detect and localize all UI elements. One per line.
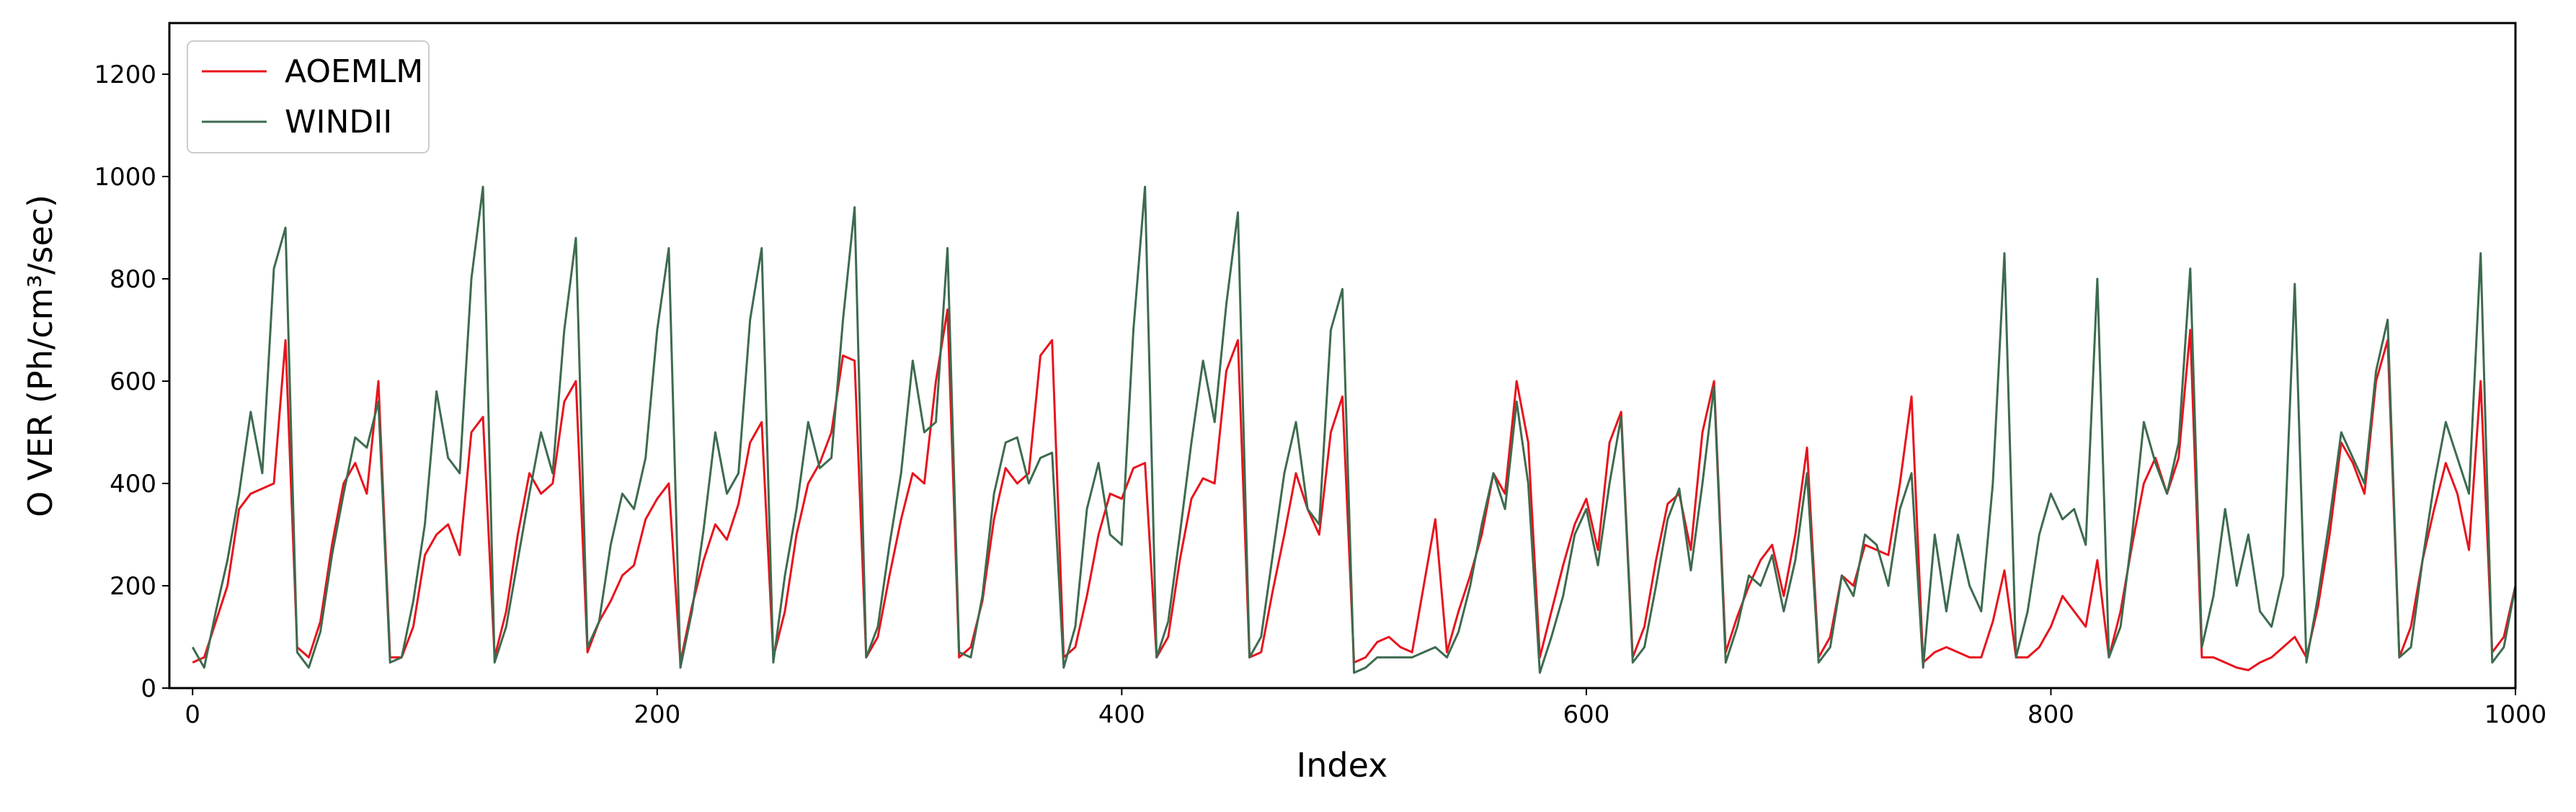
legend-label: WINDII <box>285 104 392 140</box>
y-tick-label: 0 <box>141 674 156 703</box>
y-tick-label: 1200 <box>94 61 156 89</box>
y-tick-label: 1000 <box>94 163 156 192</box>
y-tick-label: 400 <box>110 470 156 499</box>
x-tick-label: 200 <box>634 700 680 729</box>
y-tick-label: 800 <box>110 265 156 294</box>
legend-label: AOEMLM <box>285 53 423 90</box>
y-axis-label: O VER (Ph/cm³/sec) <box>21 195 60 517</box>
x-tick-label: 0 <box>185 700 200 729</box>
x-tick-label: 1000 <box>2484 700 2547 729</box>
x-tick-label: 600 <box>1563 700 1609 729</box>
x-axis-label: Index <box>1297 746 1388 785</box>
x-tick-label: 800 <box>2028 700 2074 729</box>
x-tick-label: 400 <box>1098 700 1145 729</box>
y-tick-label: 200 <box>110 572 156 601</box>
legend: AOEMLM WINDII <box>187 40 430 153</box>
series-line <box>191 185 2517 674</box>
legend-frame <box>187 40 430 153</box>
plot-frame <box>168 22 2517 690</box>
y-tick-label: 600 <box>110 367 156 396</box>
